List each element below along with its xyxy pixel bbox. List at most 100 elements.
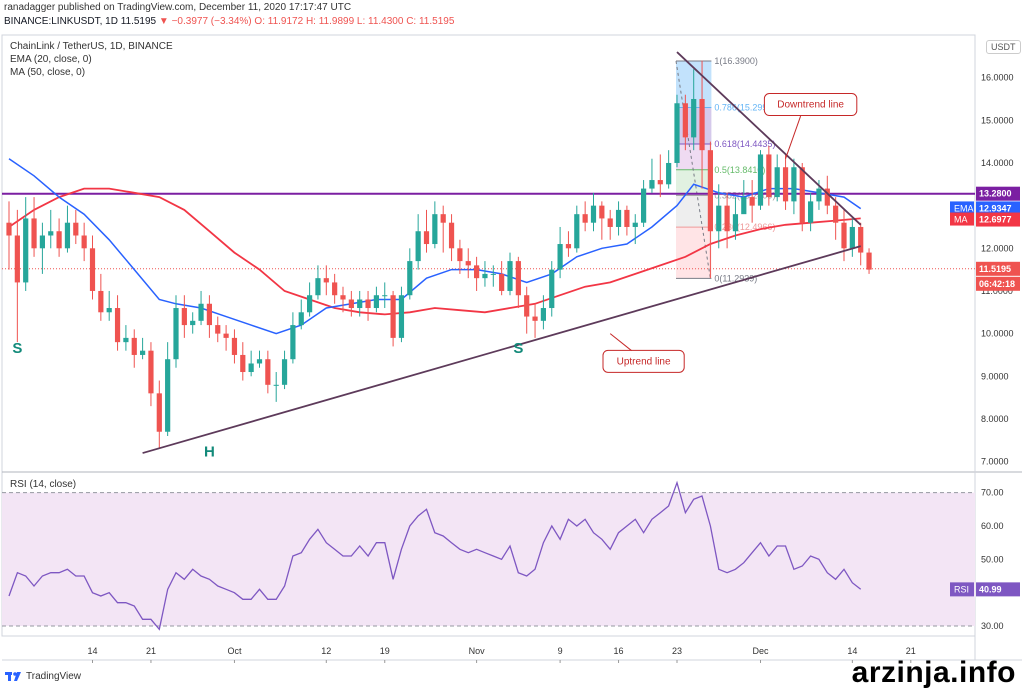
uptrend-line	[142, 245, 861, 454]
candle-body	[799, 167, 805, 223]
candle-body	[707, 150, 713, 232]
candle	[833, 197, 839, 240]
candle-body	[816, 188, 822, 202]
ma-tag-bg	[976, 212, 1020, 227]
candle-body	[474, 265, 480, 279]
price-tick-label: 9.0000	[981, 371, 1009, 381]
candle-body	[607, 218, 613, 227]
candle-body	[131, 337, 137, 355]
candle	[307, 282, 313, 317]
candle	[198, 290, 204, 326]
candle-body	[114, 308, 121, 343]
rsi-tick-label: 70.00	[981, 488, 1004, 498]
candle	[81, 222, 87, 262]
rsi-value-tag: 40.99	[979, 584, 1002, 594]
candle-body	[323, 278, 329, 283]
candle	[657, 154, 663, 198]
candle	[465, 248, 471, 279]
candle-body	[699, 98, 705, 151]
candle-body	[148, 350, 154, 394]
candle	[799, 162, 805, 232]
pattern-label: S	[12, 340, 22, 357]
date-tick-label: 9	[558, 646, 563, 656]
candle	[482, 261, 488, 287]
price-tick-label: 10.0000	[981, 329, 1014, 339]
candle-body	[307, 295, 313, 313]
candle	[682, 94, 688, 151]
fib-trend-line	[675, 60, 711, 279]
candle	[223, 325, 229, 351]
candle	[490, 265, 496, 287]
candle-body	[649, 180, 655, 189]
candle	[808, 192, 814, 232]
tradingview-logo-icon	[5, 672, 21, 681]
candle-body	[682, 103, 688, 138]
candle-body	[365, 299, 371, 309]
candle	[332, 273, 338, 304]
last-price-tag: 11.5195	[979, 264, 1011, 274]
callout-box	[602, 349, 685, 373]
candle-body	[223, 333, 229, 338]
candle	[398, 286, 405, 343]
brand-name: TradingView	[26, 671, 82, 682]
price-tick-label: 8.0000	[981, 414, 1009, 424]
candle	[749, 180, 755, 223]
rsi-tick-label: 50.00	[981, 554, 1004, 564]
candle-body	[590, 205, 597, 223]
candle-body	[415, 231, 421, 262]
candle-body	[198, 303, 204, 321]
candle-body	[691, 98, 697, 138]
candle-body	[140, 350, 146, 355]
candle-body	[724, 205, 730, 232]
callout-label: Uptrend line	[617, 356, 671, 367]
candle-body	[624, 209, 630, 227]
candle	[382, 282, 388, 309]
candle-body	[281, 359, 288, 385]
pattern-label: H	[204, 443, 215, 460]
candle-body	[240, 354, 246, 373]
candle	[691, 69, 697, 151]
candle	[173, 295, 179, 368]
fib-band	[676, 169, 712, 196]
currency-button[interactable]: USDT	[986, 40, 1021, 54]
candle	[148, 342, 154, 407]
candle-body	[749, 197, 755, 206]
ema-tag: 12.9347	[979, 203, 1012, 213]
candle	[6, 201, 12, 270]
candle	[298, 299, 304, 330]
watermark: arzinja.info	[851, 656, 1016, 689]
candle	[699, 60, 705, 189]
candle	[841, 209, 847, 262]
candle-body	[858, 226, 864, 253]
candle	[524, 286, 530, 334]
candle-body	[357, 299, 363, 309]
candle-body	[106, 308, 112, 313]
fib-band	[676, 195, 712, 228]
candle	[457, 239, 463, 274]
candle-body	[808, 201, 814, 223]
candle	[849, 218, 855, 257]
fib-level-label: 0.618(14.4435)	[714, 139, 775, 149]
candle-body	[791, 167, 797, 202]
candle-body	[549, 269, 555, 309]
date-tick-label: 21	[906, 646, 916, 656]
candle-body	[716, 205, 722, 232]
rsi-tick-label: 30.00	[981, 621, 1004, 631]
rsi-tag-name-bg	[950, 582, 974, 597]
candle	[290, 312, 296, 364]
candle-body	[782, 167, 789, 202]
ma-tag: 12.6977	[979, 215, 1012, 225]
candle	[273, 372, 279, 402]
candle-body	[482, 273, 488, 279]
fib-level-label: 0.786(15.2994)	[714, 103, 775, 113]
candle	[674, 94, 680, 168]
candle-body	[582, 214, 588, 223]
callout-label: Downtrend line	[777, 100, 844, 111]
resistance-tag-bg	[976, 186, 1020, 201]
resistance-tag: 13.2800	[979, 189, 1012, 199]
candle	[632, 214, 638, 245]
candle	[131, 329, 137, 368]
ema20-line	[8, 158, 862, 335]
candle-body	[89, 248, 96, 291]
